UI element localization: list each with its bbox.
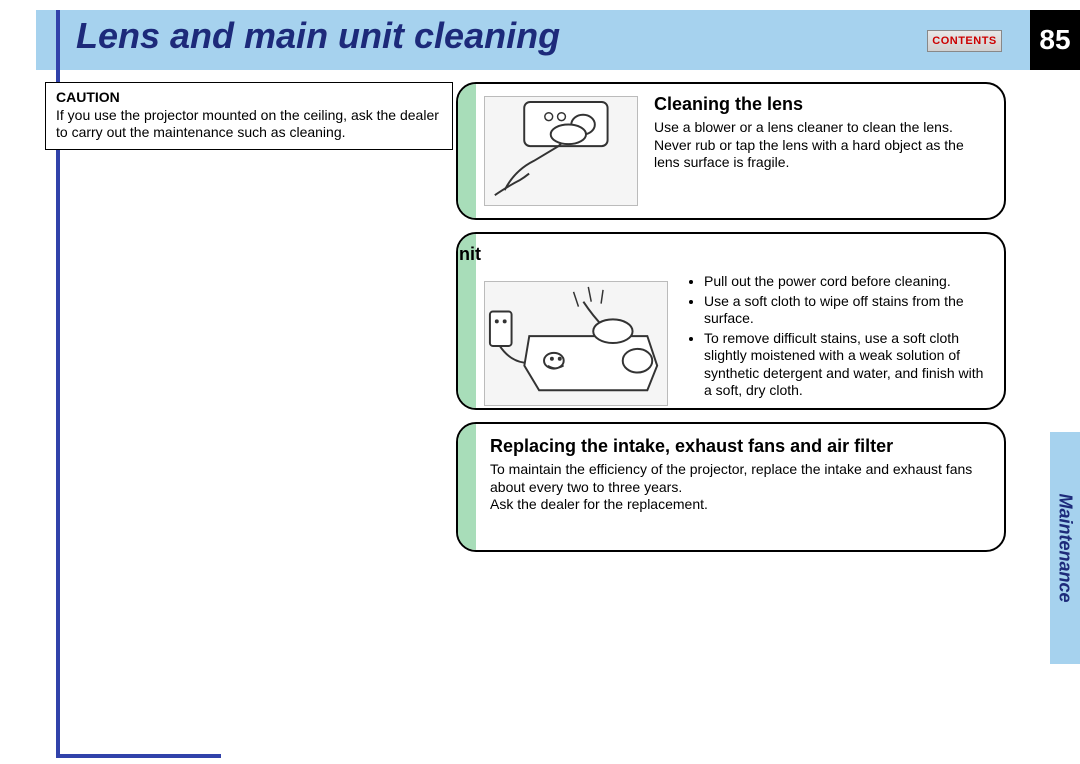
section-paragraph: Ask the dealer for the replacement. bbox=[490, 496, 990, 514]
contents-button[interactable]: CONTENTS bbox=[927, 30, 1002, 52]
section-accent bbox=[458, 424, 476, 550]
section-body: Use a blower or a lens cleaner to clean … bbox=[654, 119, 990, 172]
section-heading: Cleaning the lens bbox=[654, 94, 990, 115]
section-cleaning-main-unit: Cleaning the main unit bbox=[456, 232, 1006, 410]
caution-text: If you use the projector mounted on the … bbox=[56, 107, 442, 141]
section-replacing-fans: Replacing the intake, exhaust fans and a… bbox=[456, 422, 1006, 552]
caution-box: CAUTION If you use the projector mounted… bbox=[45, 82, 453, 150]
section-heading: Cleaning the main unit bbox=[456, 234, 1004, 269]
side-tab-maintenance: Maintenance bbox=[1050, 432, 1080, 664]
bottom-accent-bar bbox=[56, 754, 221, 758]
section-paragraph: To maintain the efficiency of the projec… bbox=[490, 461, 990, 496]
bullet-item: To remove difficult stains, use a soft c… bbox=[704, 330, 990, 400]
illustration-lens bbox=[476, 84, 646, 218]
section-content: Pull out the power cord before cleaning.… bbox=[676, 273, 1004, 410]
section-content: Replacing the intake, exhaust fans and a… bbox=[476, 424, 1004, 550]
illustration-main-unit bbox=[476, 273, 676, 410]
caution-title: CAUTION bbox=[56, 89, 442, 105]
section-heading: Replacing the intake, exhaust fans and a… bbox=[490, 436, 990, 457]
bullet-item: Pull out the power cord before cleaning. bbox=[704, 273, 990, 291]
page-title: Lens and main unit cleaning bbox=[76, 15, 560, 57]
section-accent bbox=[458, 84, 476, 218]
section-cleaning-lens: Cleaning the lens Use a blower or a lens… bbox=[456, 82, 1006, 220]
section-content: Cleaning the lens Use a blower or a lens… bbox=[646, 84, 1004, 218]
page-number: 85 bbox=[1030, 10, 1080, 70]
side-tab-label: Maintenance bbox=[1055, 493, 1076, 602]
bullet-item: Use a soft cloth to wipe off stains from… bbox=[704, 293, 990, 328]
